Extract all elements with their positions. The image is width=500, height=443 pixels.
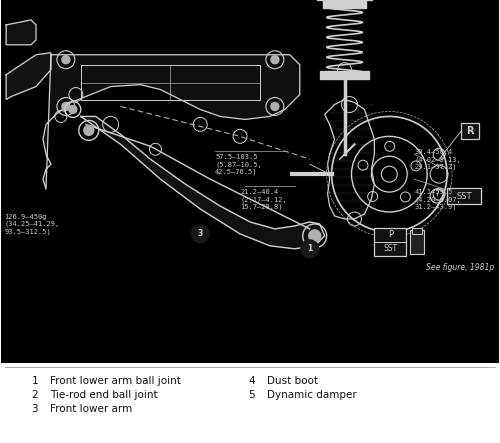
Text: Dust boot: Dust boot — [267, 376, 318, 386]
Text: Front lower arm: Front lower arm — [50, 404, 132, 414]
Bar — [320, 71, 370, 78]
Text: 1: 1 — [307, 244, 312, 253]
Text: See figure, 1981p: See figure, 1981p — [426, 263, 494, 272]
Text: 1: 1 — [32, 376, 38, 386]
Bar — [412, 228, 422, 234]
Text: 41.1—59.5
(4.20—6.07,
31.2—43.9): 41.1—59.5 (4.20—6.07, 31.2—43.9) — [414, 189, 461, 210]
Circle shape — [69, 105, 77, 113]
Text: 2: 2 — [32, 390, 38, 400]
Text: SST: SST — [384, 244, 398, 253]
Polygon shape — [6, 20, 36, 45]
Bar — [447, 188, 481, 204]
Text: 3: 3 — [198, 229, 203, 238]
Circle shape — [271, 102, 279, 110]
Text: P: P — [388, 230, 393, 239]
Circle shape — [271, 56, 279, 64]
Bar — [322, 0, 366, 8]
Text: SST: SST — [456, 191, 471, 201]
Text: Dynamic damper: Dynamic damper — [267, 390, 357, 400]
Text: 126.9—450g
(34.25—41.29,
93.5—312.5): 126.9—450g (34.25—41.29, 93.5—312.5) — [4, 214, 59, 235]
Text: 57.5—103.5
(5.87—10.5,
42.5—76.5): 57.5—103.5 (5.87—10.5, 42.5—76.5) — [215, 154, 262, 175]
Circle shape — [84, 125, 94, 136]
Text: 4: 4 — [248, 376, 255, 386]
Text: 5: 5 — [248, 390, 255, 400]
Text: 3: 3 — [32, 404, 38, 414]
Polygon shape — [81, 117, 324, 249]
Text: R: R — [466, 126, 473, 136]
Circle shape — [62, 102, 70, 110]
Text: Front lower arm ball joint: Front lower arm ball joint — [50, 376, 181, 386]
Text: 21.2—40.4
(2.17—4.12,
15.7—29.8): 21.2—40.4 (2.17—4.12, 15.7—29.8) — [240, 189, 287, 210]
Bar — [374, 228, 406, 256]
Circle shape — [308, 230, 320, 242]
Text: 39.4—50.4
(4.02—5.13,
29.1—37.2): 39.4—50.4 (4.02—5.13, 29.1—37.2) — [414, 149, 461, 170]
Polygon shape — [43, 55, 300, 189]
Circle shape — [192, 225, 209, 243]
Polygon shape — [6, 53, 51, 100]
Circle shape — [301, 240, 318, 258]
Bar — [410, 230, 424, 254]
Circle shape — [62, 56, 70, 64]
Text: Tie-rod end ball joint: Tie-rod end ball joint — [50, 390, 158, 400]
Bar — [461, 124, 479, 140]
